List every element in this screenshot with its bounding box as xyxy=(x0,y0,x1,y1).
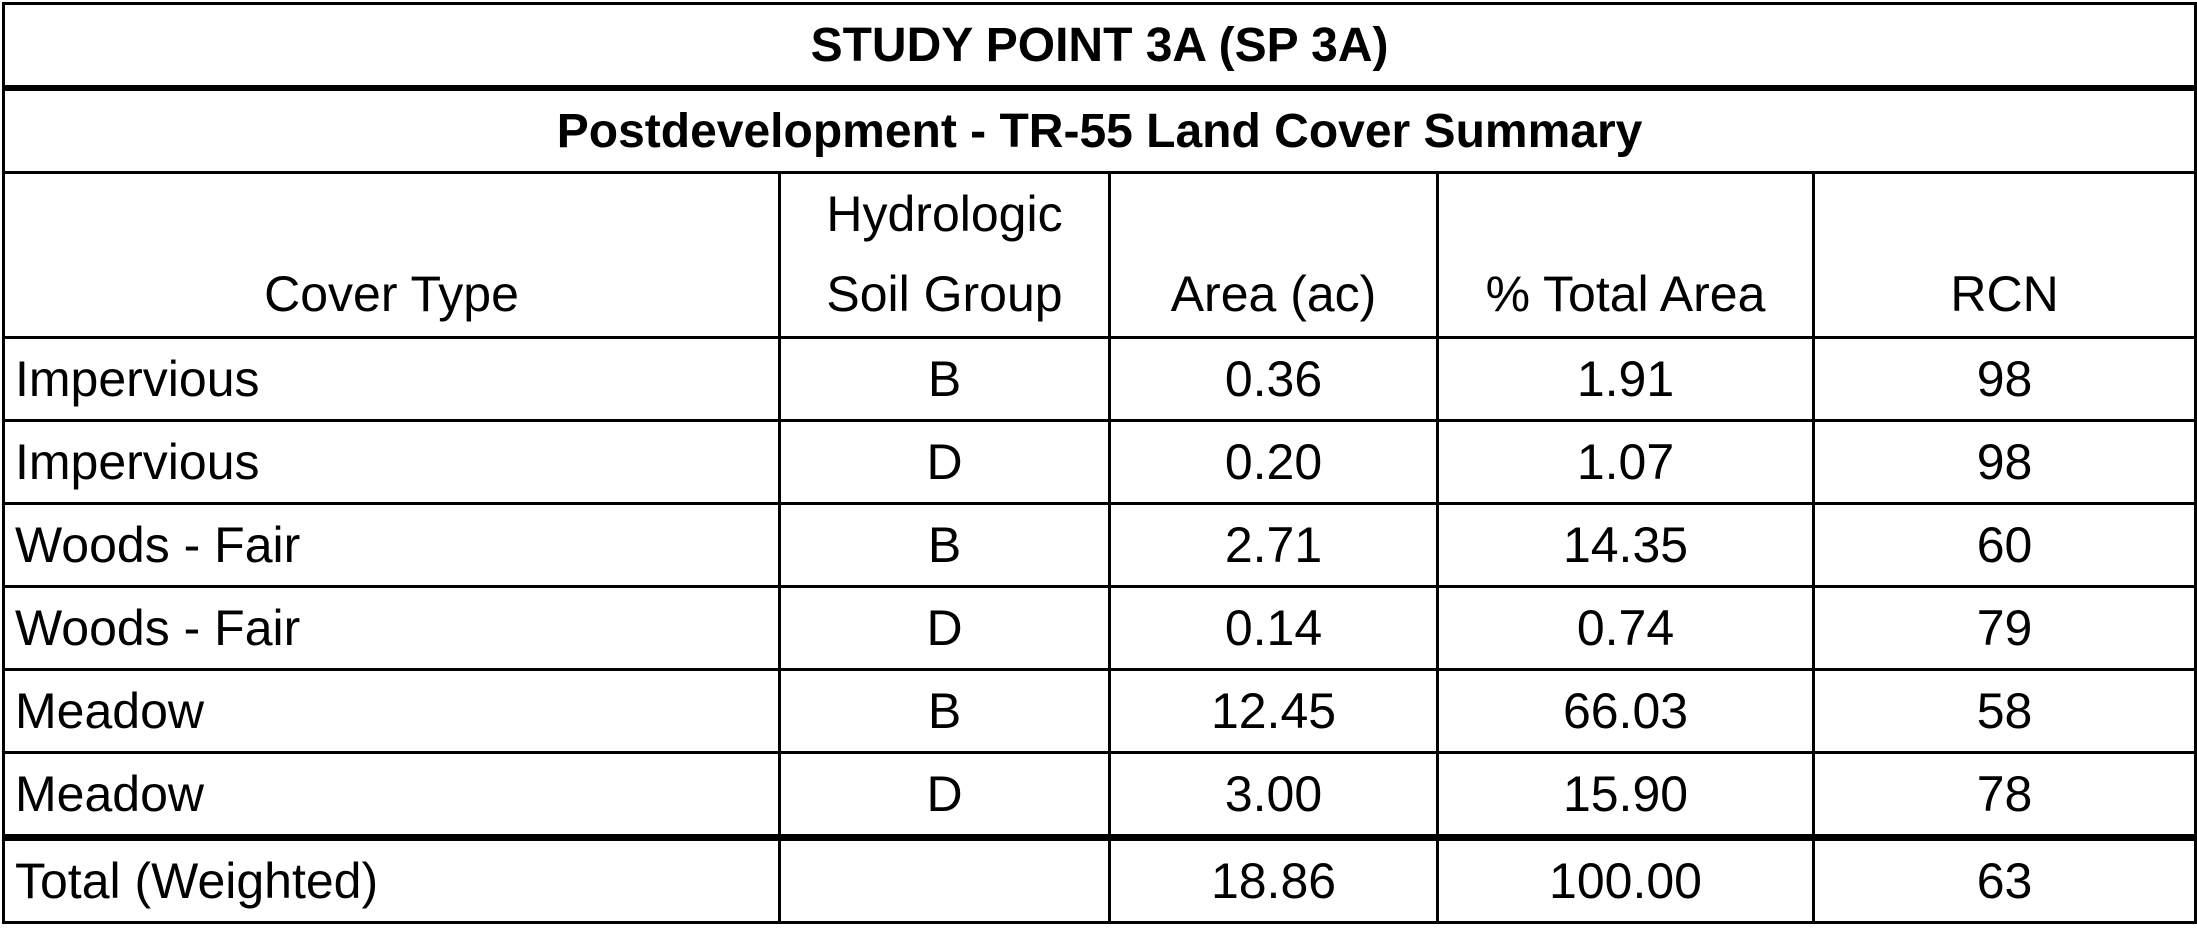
table-row: Meadow D 3.00 15.90 78 xyxy=(2,751,2197,839)
header-row: Cover Type Hydrologic Soil Group Area (a… xyxy=(2,171,2197,339)
cell-rcn: 78 xyxy=(1811,751,2197,839)
cell-cover-type: Meadow xyxy=(2,751,781,839)
cell-cover-type: Meadow xyxy=(2,668,781,754)
cell-rcn: 58 xyxy=(1811,668,2197,754)
cell-rcn: 60 xyxy=(1811,502,2197,588)
cell-pct-total: 14.35 xyxy=(1436,502,1815,588)
cell-pct-total: 66.03 xyxy=(1436,668,1815,754)
table-title: STUDY POINT 3A (SP 3A) xyxy=(1,2,2197,91)
cell-rcn: 98 xyxy=(1811,419,2197,505)
cell-soil-group: B xyxy=(778,502,1111,588)
total-area: 18.86 xyxy=(1108,834,1439,924)
cell-pct-total: 1.07 xyxy=(1436,419,1815,505)
cell-area: 0.14 xyxy=(1108,585,1439,671)
cell-cover-type: Impervious xyxy=(2,336,781,422)
table-row: Woods - Fair D 0.14 0.74 79 xyxy=(2,585,2197,671)
cell-soil-group: D xyxy=(778,419,1111,505)
header-pct-total: % Total Area xyxy=(1436,171,1815,339)
cell-rcn: 98 xyxy=(1811,336,2197,422)
cell-pct-total: 15.90 xyxy=(1436,751,1815,839)
cell-rcn: 79 xyxy=(1811,585,2197,671)
cell-soil-group: D xyxy=(778,751,1111,839)
header-rcn: RCN xyxy=(1811,171,2197,339)
table-row: Meadow B 12.45 66.03 58 xyxy=(2,668,2197,754)
total-rcn: 63 xyxy=(1811,834,2197,924)
cell-area: 0.36 xyxy=(1108,336,1439,422)
cell-area: 12.45 xyxy=(1108,668,1439,754)
table-row: Impervious D 0.20 1.07 98 xyxy=(2,419,2197,505)
cell-area: 3.00 xyxy=(1108,751,1439,839)
header-cover-type: Cover Type xyxy=(2,171,781,339)
header-soil-group-line2: Soil Group xyxy=(826,266,1063,322)
table-row: Impervious B 0.36 1.91 98 xyxy=(2,336,2197,422)
header-soil-group-line1: Hydrologic xyxy=(826,186,1063,242)
cell-soil-group: D xyxy=(778,585,1111,671)
total-label: Total (Weighted) xyxy=(2,834,781,924)
cell-cover-type: Woods - Fair xyxy=(2,585,781,671)
cell-soil-group: B xyxy=(778,668,1111,754)
total-row: Total (Weighted) 18.86 100.00 63 xyxy=(2,834,2197,924)
header-soil-group: Hydrologic Soil Group xyxy=(778,171,1111,339)
cell-area: 0.20 xyxy=(1108,419,1439,505)
cell-pct-total: 0.74 xyxy=(1436,585,1815,671)
total-soil-group xyxy=(778,834,1111,924)
table-row: Woods - Fair B 2.71 14.35 60 xyxy=(2,502,2197,588)
total-pct-total: 100.00 xyxy=(1436,834,1815,924)
cell-pct-total: 1.91 xyxy=(1436,336,1815,422)
cell-soil-group: B xyxy=(778,336,1111,422)
cell-area: 2.71 xyxy=(1108,502,1439,588)
table-subtitle: Postdevelopment - TR-55 Land Cover Summa… xyxy=(1,86,2197,174)
cell-cover-type: Woods - Fair xyxy=(2,502,781,588)
cell-cover-type: Impervious xyxy=(2,419,781,505)
header-area: Area (ac) xyxy=(1108,171,1439,339)
